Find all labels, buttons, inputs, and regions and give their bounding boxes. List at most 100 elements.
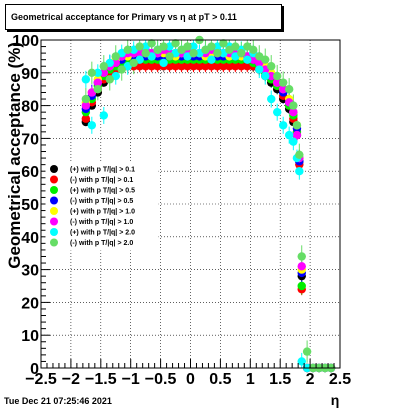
data-point bbox=[81, 94, 91, 104]
chart-title: Geometrical acceptance for Primary vs η … bbox=[5, 4, 282, 30]
data-point bbox=[237, 62, 246, 71]
x-axis-label: η bbox=[331, 392, 340, 408]
data-point bbox=[292, 130, 302, 140]
data-point bbox=[278, 78, 288, 87]
legend-marker bbox=[50, 186, 58, 194]
data-point bbox=[255, 65, 264, 74]
data-point bbox=[177, 62, 186, 71]
data-point bbox=[93, 68, 103, 78]
x-tick-label: −1 bbox=[122, 371, 140, 388]
data-point bbox=[99, 68, 108, 78]
data-point bbox=[159, 42, 168, 51]
data-point bbox=[289, 107, 298, 117]
data-point bbox=[105, 75, 114, 84]
legend-label: (-) with p T/|q| > 2.0 bbox=[70, 240, 133, 247]
y-tick-label: 70 bbox=[21, 131, 39, 148]
legend-label: (-) with p T/|q| > 1.0 bbox=[70, 219, 133, 226]
legend: (+) with p T/|q| > 0.1 (-) with p T/|q| >… bbox=[45, 161, 159, 251]
data-point bbox=[237, 48, 246, 58]
data-point bbox=[267, 62, 276, 71]
data-point bbox=[284, 85, 294, 94]
data-point bbox=[99, 62, 108, 71]
data-point bbox=[147, 39, 156, 48]
legend-label: (+) with p T/|q| > 0.1 bbox=[70, 167, 135, 174]
data-point bbox=[219, 39, 228, 48]
data-point bbox=[267, 71, 276, 81]
data-point bbox=[213, 48, 222, 58]
data-point bbox=[292, 121, 302, 130]
legend-marker bbox=[50, 228, 58, 236]
y-tick-label: 10 bbox=[21, 328, 39, 345]
legend-marker bbox=[50, 165, 58, 173]
data-point bbox=[284, 130, 294, 140]
data-markers bbox=[81, 35, 336, 373]
data-point bbox=[111, 52, 120, 61]
data-point bbox=[87, 121, 97, 130]
x-tick-label: −2.5 bbox=[25, 371, 57, 388]
data-point bbox=[117, 65, 126, 74]
y-axis-label: Geometrical acceptance (%) bbox=[5, 42, 24, 269]
data-point bbox=[219, 62, 228, 71]
data-point bbox=[273, 107, 282, 117]
legend-marker bbox=[50, 196, 58, 205]
legend-marker bbox=[50, 238, 58, 247]
y-tick-label: 20 bbox=[21, 295, 39, 312]
data-point bbox=[147, 62, 156, 71]
data-point bbox=[302, 347, 312, 356]
data-point bbox=[207, 42, 216, 51]
data-point bbox=[261, 71, 270, 81]
data-point bbox=[165, 52, 174, 61]
data-point bbox=[189, 62, 198, 71]
data-point bbox=[171, 62, 180, 71]
data-point bbox=[297, 357, 306, 366]
y-tick-label: 90 bbox=[21, 66, 39, 83]
x-tick-label: −1.5 bbox=[85, 371, 117, 388]
data-point bbox=[87, 68, 97, 78]
data-point bbox=[225, 62, 234, 71]
data-point bbox=[289, 137, 298, 146]
data-point bbox=[297, 262, 306, 271]
series-markers bbox=[81, 35, 336, 373]
x-tick-label: −2 bbox=[62, 371, 80, 388]
legend-label: (-) with p T/|q| > 0.1 bbox=[70, 177, 133, 184]
data-point bbox=[267, 94, 276, 104]
data-point bbox=[278, 121, 288, 130]
x-tick-label: 1.5 bbox=[269, 371, 291, 388]
legend-label: (+) with p T/|q| > 0.5 bbox=[70, 188, 135, 195]
y-tick-label: 60 bbox=[21, 164, 39, 181]
y-tick-label: 0 bbox=[30, 361, 39, 378]
y-tick-label: 50 bbox=[21, 197, 39, 214]
data-point bbox=[99, 111, 108, 120]
data-point bbox=[171, 39, 180, 48]
data-point bbox=[195, 62, 204, 71]
x-tick-label: 2 bbox=[306, 371, 315, 388]
data-point bbox=[159, 58, 168, 68]
x-tick-label: 0 bbox=[186, 371, 195, 388]
data-point bbox=[295, 150, 304, 159]
data-point bbox=[81, 75, 91, 84]
timestamp: Tue Dec 21 07:25:46 2021 bbox=[4, 396, 112, 406]
data-point bbox=[207, 55, 216, 64]
data-point bbox=[249, 45, 258, 55]
data-point bbox=[297, 252, 306, 261]
data-point bbox=[231, 42, 240, 51]
data-point bbox=[261, 55, 270, 64]
y-tick-label: 100 bbox=[12, 33, 39, 50]
data-point bbox=[243, 55, 252, 64]
data-point bbox=[295, 167, 304, 176]
data-point bbox=[123, 45, 132, 55]
data-point bbox=[189, 48, 198, 58]
data-point bbox=[129, 58, 138, 68]
data-point bbox=[183, 42, 192, 51]
data-point bbox=[111, 58, 120, 68]
x-tick-label: 2.5 bbox=[329, 371, 351, 388]
data-point bbox=[183, 62, 192, 71]
data-point bbox=[141, 48, 150, 58]
data-point bbox=[289, 101, 298, 110]
legend-label: (-) with p T/|q| > 0.5 bbox=[70, 198, 133, 205]
data-point bbox=[213, 62, 222, 71]
data-point bbox=[231, 62, 240, 71]
x-tick-label: 1 bbox=[246, 371, 255, 388]
